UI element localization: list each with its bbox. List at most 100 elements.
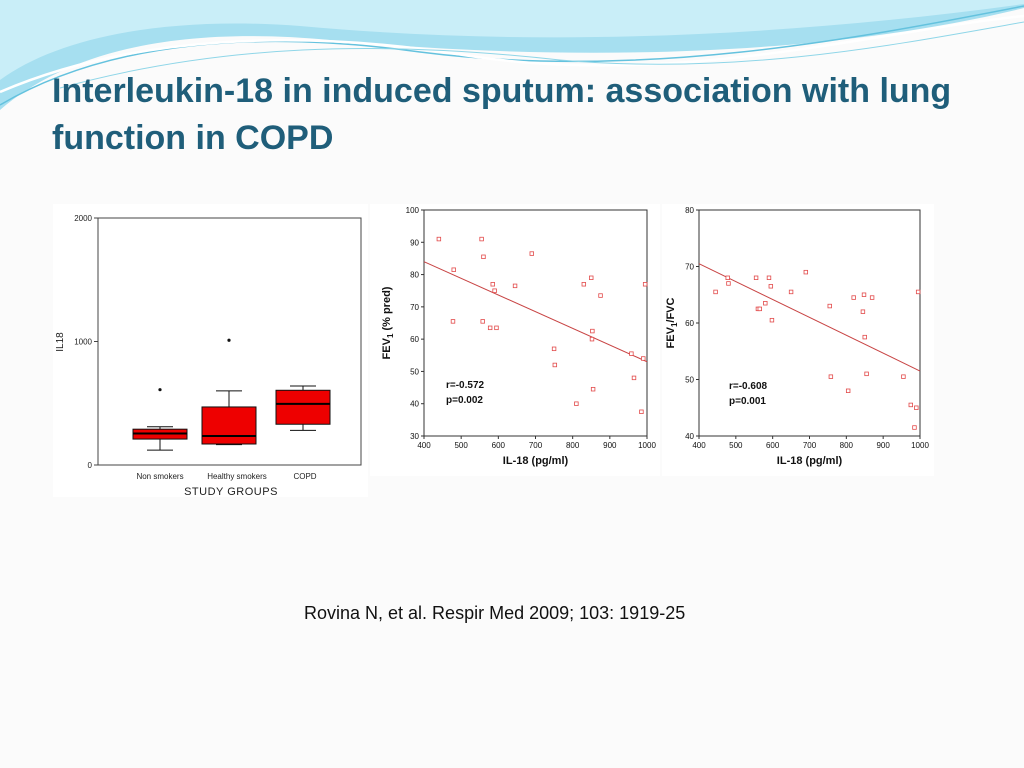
- y-tick-label: 2000: [74, 214, 92, 223]
- top-wave-light: [0, 0, 1024, 80]
- scatter-point: [763, 301, 768, 306]
- y-axis-label-rest: (% pred): [381, 286, 393, 333]
- scatter-point: [494, 325, 499, 331]
- scatter-point: [590, 386, 596, 392]
- y-axis-label-subscript: 1: [670, 322, 679, 327]
- x-tick-label: 700: [529, 441, 543, 450]
- scatter-point: [479, 236, 484, 242]
- plot-frame: [698, 209, 921, 437]
- x-tick-label: 600: [766, 441, 780, 450]
- x-tick-label: 500: [729, 441, 743, 450]
- scatter-point: [753, 275, 759, 280]
- y-tick-label: 70: [685, 263, 694, 272]
- scatter-point: [864, 371, 869, 377]
- top-wave-line-1: [0, 5, 1024, 106]
- y-tick-label: 60: [410, 335, 419, 344]
- scatter-point: [487, 325, 493, 331]
- outlier-point: [227, 338, 231, 342]
- y-axis-label-subscript: 1: [386, 333, 395, 338]
- y-tick-label: 30: [410, 432, 419, 441]
- scatter-point: [492, 288, 497, 293]
- scatter-point: [581, 282, 587, 287]
- scatter-point: [827, 303, 832, 309]
- scatter-point: [590, 328, 595, 334]
- box: [201, 406, 257, 445]
- scatter-point: [862, 334, 867, 340]
- y-tick-label: 40: [410, 400, 419, 409]
- box-group: [132, 388, 188, 451]
- scatter-point: [869, 295, 875, 300]
- scatter-point: [861, 292, 867, 297]
- top-wave-line-3: [59, 21, 1024, 89]
- fev1-fvc-scatter-chart: 400 500 600 700 800 900 1000 40 50 60 70 80 r=-0.608…: [665, 206, 929, 467]
- top-wave-line-2: [0, 14, 1024, 94]
- scatter-point: [551, 346, 557, 352]
- y-axis-label: FEV1 (% pred): [381, 286, 395, 359]
- box: [275, 389, 331, 425]
- scatter-point: [766, 275, 772, 280]
- y-axis-label-main: FEV: [665, 326, 677, 348]
- trend-line: [423, 261, 648, 363]
- category-label: Healthy smokers: [207, 472, 267, 481]
- scatter-point: [725, 275, 730, 280]
- y-tick-label: 60: [685, 319, 694, 328]
- correlation-r-label: r=-0.572: [446, 380, 485, 391]
- x-tick-label: 900: [876, 441, 890, 450]
- y-tick-label: 40: [685, 432, 694, 441]
- y-axis-label: IL18: [55, 332, 66, 352]
- scatter-point: [490, 282, 495, 287]
- scatter-point: [908, 402, 913, 408]
- il18-boxplot-chart: 0 1000 2000 Non smokers Healthy smokers COPD…: [55, 214, 362, 497]
- x-tick-label: 1000: [638, 441, 656, 450]
- y-tick-label: 0: [88, 461, 93, 470]
- y-axis-label-main: FEV: [381, 337, 393, 359]
- category-label: COPD: [293, 472, 316, 481]
- scatter-point: [639, 409, 644, 414]
- y-tick-label: 1000: [74, 338, 92, 347]
- scatter-point: [629, 351, 634, 356]
- scatter-point: [631, 375, 637, 381]
- scatter-point: [726, 281, 731, 286]
- citation: Rovina N, et al. Respir Med 2009; 103: 1…: [304, 603, 686, 623]
- scatter-point: [914, 405, 919, 410]
- scatter-point: [828, 374, 834, 379]
- scatter-point: [768, 284, 774, 289]
- scatter-point: [642, 282, 648, 287]
- y-tick-label: 70: [410, 303, 419, 312]
- x-tick-label: 900: [603, 441, 617, 450]
- x-tick-label: 500: [454, 441, 468, 450]
- scatter-point: [788, 289, 794, 295]
- y-tick-label: 80: [685, 206, 694, 215]
- x-tick-label: 600: [492, 441, 506, 450]
- scatter-point: [803, 269, 809, 275]
- box-group: [201, 338, 257, 446]
- scatter-point: [481, 254, 486, 260]
- scatter-point: [860, 309, 866, 314]
- scatter-point: [512, 283, 518, 289]
- scatter-point: [845, 388, 851, 393]
- scatter-point: [912, 425, 917, 430]
- fev1-fvc-scatter-panel: 400 500 600 700 800 900 1000 40 50 60 70 80 r=-0.608…: [662, 204, 934, 476]
- x-tick-label: 800: [840, 441, 854, 450]
- x-axis-label: STUDY GROUPS: [184, 486, 278, 497]
- fev1-scatter-chart: 400 500 600 700 800 900 1000 30 40 50 60 70 80 90 100 r…: [381, 206, 656, 467]
- y-tick-label: 90: [410, 238, 419, 247]
- scatter-point: [641, 356, 646, 361]
- x-tick-label: 700: [803, 441, 817, 450]
- scatter-point: [574, 401, 579, 406]
- x-axis-label: IL-18 (pg/ml): [777, 455, 843, 467]
- scatter-point: [901, 374, 906, 379]
- scatter-point: [552, 362, 558, 368]
- scatter-point: [450, 319, 456, 324]
- y-tick-label: 100: [406, 206, 420, 215]
- scatter-point: [480, 319, 485, 324]
- y-axis-label: FEV1/FVC: [665, 297, 679, 348]
- p-value-label: p=0.001: [729, 396, 766, 407]
- correlation-r-label: r=-0.608: [729, 381, 768, 392]
- scatter-point: [529, 251, 534, 256]
- scatter-point: [589, 275, 594, 280]
- scatter-point: [598, 293, 603, 298]
- y-tick-label: 50: [685, 376, 694, 385]
- y-tick-label: 50: [410, 367, 419, 376]
- box-group: [275, 385, 331, 431]
